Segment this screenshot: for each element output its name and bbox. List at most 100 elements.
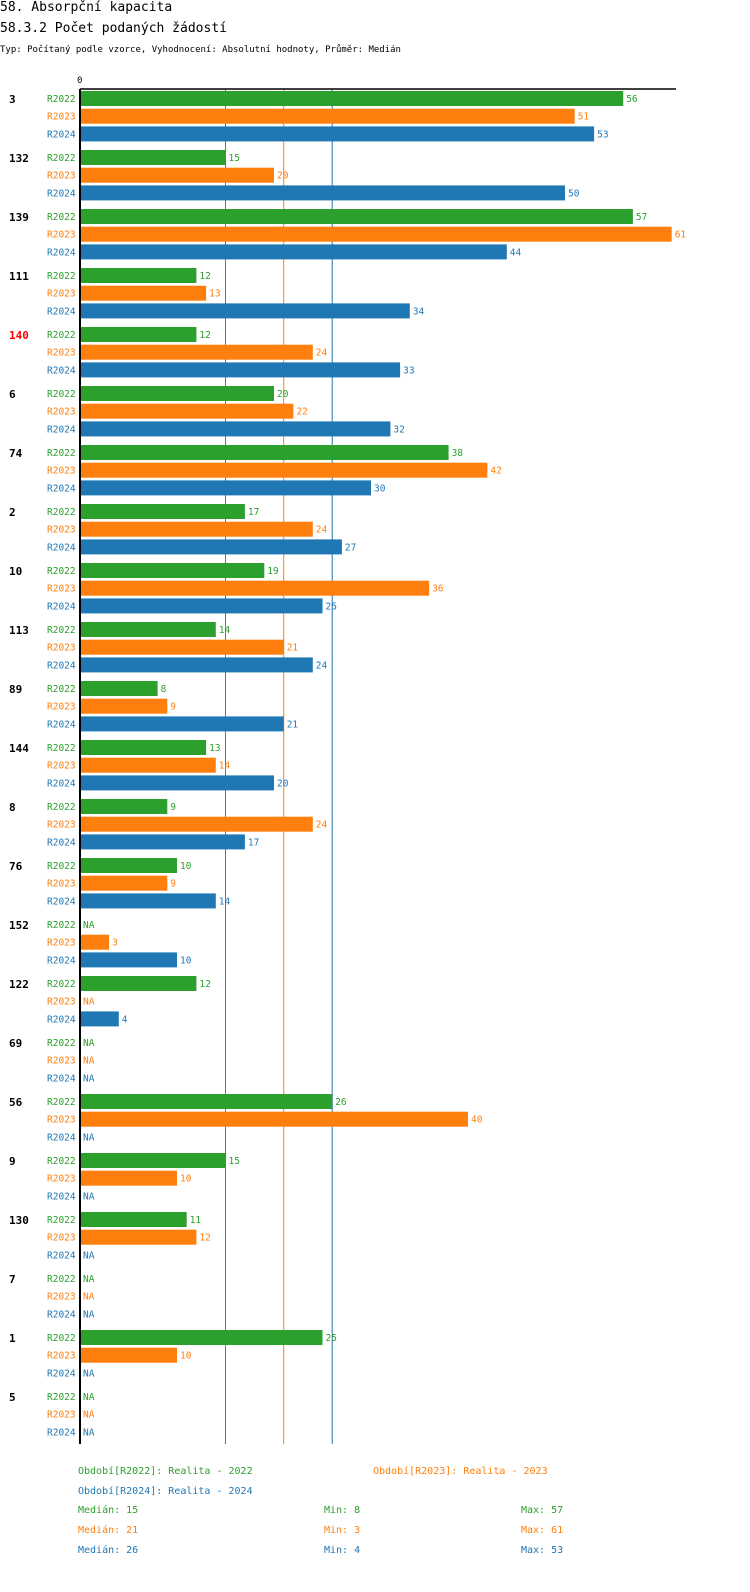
category-label: 74 bbox=[9, 447, 23, 460]
series-label: R2024 bbox=[47, 719, 76, 730]
bar-r2023-56 bbox=[80, 1111, 468, 1127]
series-label: R2022 bbox=[47, 1097, 76, 1108]
value-label: 33 bbox=[403, 365, 414, 376]
value-label: 20 bbox=[277, 778, 289, 789]
chart-title: 58. Absorpční kapacita bbox=[0, 0, 173, 15]
bar-r2024-74 bbox=[80, 480, 371, 496]
bar-r2022-6 bbox=[80, 386, 274, 401]
category-label: 111 bbox=[9, 270, 29, 283]
series-label: R2023 bbox=[47, 879, 76, 890]
series-label: R2022 bbox=[47, 1392, 76, 1403]
value-label: 21 bbox=[287, 643, 299, 654]
bar-r2024-10 bbox=[80, 598, 323, 614]
series-label: R2023 bbox=[47, 1115, 76, 1126]
value-label: 53 bbox=[597, 129, 608, 140]
bar-r2022-139 bbox=[80, 209, 633, 224]
stat-max-r2023: Max: 61 bbox=[521, 1525, 564, 1536]
bar-r2022-130 bbox=[80, 1212, 187, 1227]
na-label: NA bbox=[83, 1309, 95, 1320]
series-label: R2023 bbox=[47, 584, 76, 595]
series-label: R2023 bbox=[47, 761, 76, 772]
value-label: 57 bbox=[636, 212, 647, 223]
category-label: 113 bbox=[9, 624, 29, 637]
value-label: 9 bbox=[170, 879, 176, 890]
bar-r2023-89 bbox=[80, 698, 168, 714]
na-label: NA bbox=[83, 1056, 95, 1067]
value-label: 13 bbox=[209, 743, 220, 754]
series-label: R2023 bbox=[47, 1174, 76, 1185]
bar-r2023-76 bbox=[80, 875, 168, 891]
value-label: 17 bbox=[248, 507, 259, 518]
value-label: 42 bbox=[490, 466, 501, 477]
series-label: R2024 bbox=[47, 1250, 76, 1261]
bar-r2022-3 bbox=[80, 91, 624, 106]
category-label: 2 bbox=[9, 506, 16, 519]
bar-r2023-2 bbox=[80, 521, 313, 537]
value-label: 22 bbox=[296, 407, 307, 418]
value-label: 61 bbox=[675, 230, 687, 241]
bar-r2023-139 bbox=[80, 226, 672, 242]
series-label: R2022 bbox=[47, 212, 76, 223]
bar-r2024-89 bbox=[80, 716, 284, 732]
value-label: 15 bbox=[229, 153, 240, 164]
bar-r2023-130 bbox=[80, 1229, 197, 1245]
value-label: 24 bbox=[316, 525, 328, 536]
category-label: 130 bbox=[9, 1214, 29, 1227]
series-label: R2023 bbox=[47, 820, 76, 831]
series-label: R2022 bbox=[47, 979, 76, 990]
na-label: NA bbox=[83, 1132, 95, 1143]
value-label: 25 bbox=[326, 1333, 337, 1344]
legend-entry-r2022: Období[R2022]: Realita - 2022 bbox=[78, 1466, 253, 1477]
series-label: R2024 bbox=[47, 601, 76, 612]
value-label: 34 bbox=[413, 306, 425, 317]
series-label: R2023 bbox=[47, 1410, 76, 1421]
series-label: R2024 bbox=[47, 896, 76, 907]
series-label: R2023 bbox=[47, 112, 76, 123]
value-label: 32 bbox=[393, 424, 404, 435]
stat-median-r2024: Medián: 26 bbox=[78, 1545, 139, 1556]
series-label: R2023 bbox=[47, 702, 76, 713]
value-label: 14 bbox=[219, 761, 231, 772]
bar-r2022-10 bbox=[80, 563, 265, 578]
category-label: 8 bbox=[9, 801, 16, 814]
series-label: R2022 bbox=[47, 861, 76, 872]
bar-r2024-139 bbox=[80, 244, 507, 260]
value-label: 14 bbox=[219, 625, 231, 636]
series-label: R2022 bbox=[47, 1274, 76, 1285]
bar-r2024-111 bbox=[80, 303, 410, 319]
axis-tick-zero: 0 bbox=[77, 76, 82, 86]
legend-entry-r2023: Období[R2023]: Realita - 2023 bbox=[373, 1466, 548, 1477]
series-label: R2022 bbox=[47, 448, 76, 459]
bar-r2023-74 bbox=[80, 462, 488, 478]
bar-r2024-122 bbox=[80, 1011, 119, 1027]
value-label: 20 bbox=[277, 389, 289, 400]
category-label: 7 bbox=[9, 1273, 16, 1286]
series-label: R2024 bbox=[47, 129, 76, 140]
series-label: R2023 bbox=[47, 407, 76, 418]
series-label: R2024 bbox=[47, 424, 76, 435]
series-label: R2023 bbox=[47, 1292, 76, 1303]
value-label: 14 bbox=[219, 896, 231, 907]
series-label: R2022 bbox=[47, 1038, 76, 1049]
category-label: 76 bbox=[9, 860, 23, 873]
category-label: 139 bbox=[9, 211, 29, 224]
stat-min-r2023: Min: 3 bbox=[324, 1525, 361, 1536]
value-label: 30 bbox=[374, 483, 386, 494]
series-label: R2022 bbox=[47, 625, 76, 636]
stat-median-r2022: Medián: 15 bbox=[78, 1505, 139, 1516]
value-label: 50 bbox=[568, 188, 580, 199]
bar-r2022-9 bbox=[80, 1153, 226, 1168]
value-label: 20 bbox=[277, 171, 289, 182]
bar-r2023-1 bbox=[80, 1347, 177, 1363]
bar-r2024-113 bbox=[80, 657, 313, 673]
series-label: R2024 bbox=[47, 1309, 76, 1320]
value-label: 36 bbox=[432, 584, 444, 595]
bar-r2024-76 bbox=[80, 893, 216, 909]
value-label: 24 bbox=[316, 660, 328, 671]
bar-r2022-122 bbox=[80, 976, 197, 991]
value-label: 17 bbox=[248, 837, 259, 848]
na-label: NA bbox=[83, 920, 95, 931]
bar-r2022-111 bbox=[80, 268, 197, 283]
category-label: 10 bbox=[9, 565, 22, 578]
